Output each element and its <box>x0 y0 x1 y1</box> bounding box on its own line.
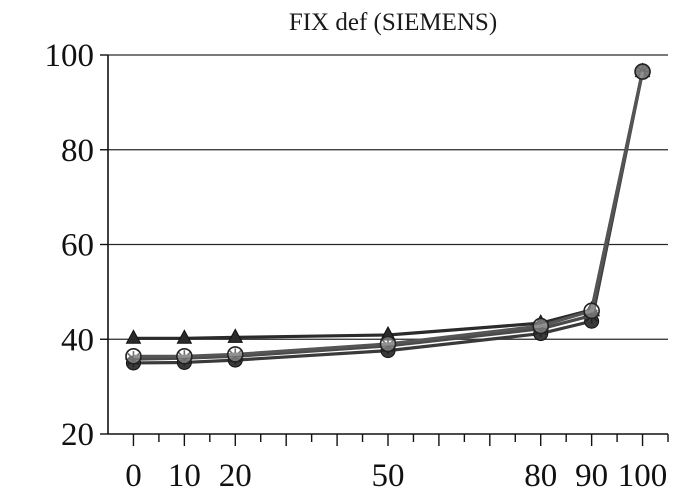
x-tick-label: 90 <box>575 458 608 494</box>
data-point-open-circle <box>583 302 600 320</box>
data-point-open-circle <box>125 348 142 365</box>
data-point-triangle <box>176 329 193 344</box>
y-tick-label: 60 <box>61 228 94 264</box>
axes <box>100 54 669 446</box>
y-tick-label: 20 <box>61 417 94 453</box>
y-tick-label: 40 <box>61 322 94 358</box>
x-tick-label: 0 <box>125 458 142 494</box>
x-tick-label: 80 <box>524 458 557 494</box>
x-tick-label: 20 <box>219 458 252 494</box>
data-point-triangle <box>125 329 142 344</box>
data-point-triangle <box>227 328 244 343</box>
data-point-open-circle <box>532 317 550 335</box>
data-series <box>125 62 651 371</box>
data-point-open-circle <box>226 346 244 363</box>
data-point-open-circle <box>176 348 193 365</box>
x-tick-label: 10 <box>168 458 201 494</box>
series-line <box>133 71 645 358</box>
chart-title: FIX def (SIEMENS) <box>289 9 497 36</box>
data-point-open-circle <box>634 63 651 80</box>
x-tick-label: 100 <box>618 458 668 494</box>
grid-lines <box>108 54 668 340</box>
x-tick-label: 50 <box>372 458 405 494</box>
series-line <box>133 71 645 340</box>
data-point-open-circle <box>379 335 397 353</box>
tick-labels: 20 40 60 80 100 0 10 20 50 80 90 100 <box>45 38 668 494</box>
y-tick-label: 80 <box>61 133 94 169</box>
y-tick-label: 100 <box>45 38 95 74</box>
